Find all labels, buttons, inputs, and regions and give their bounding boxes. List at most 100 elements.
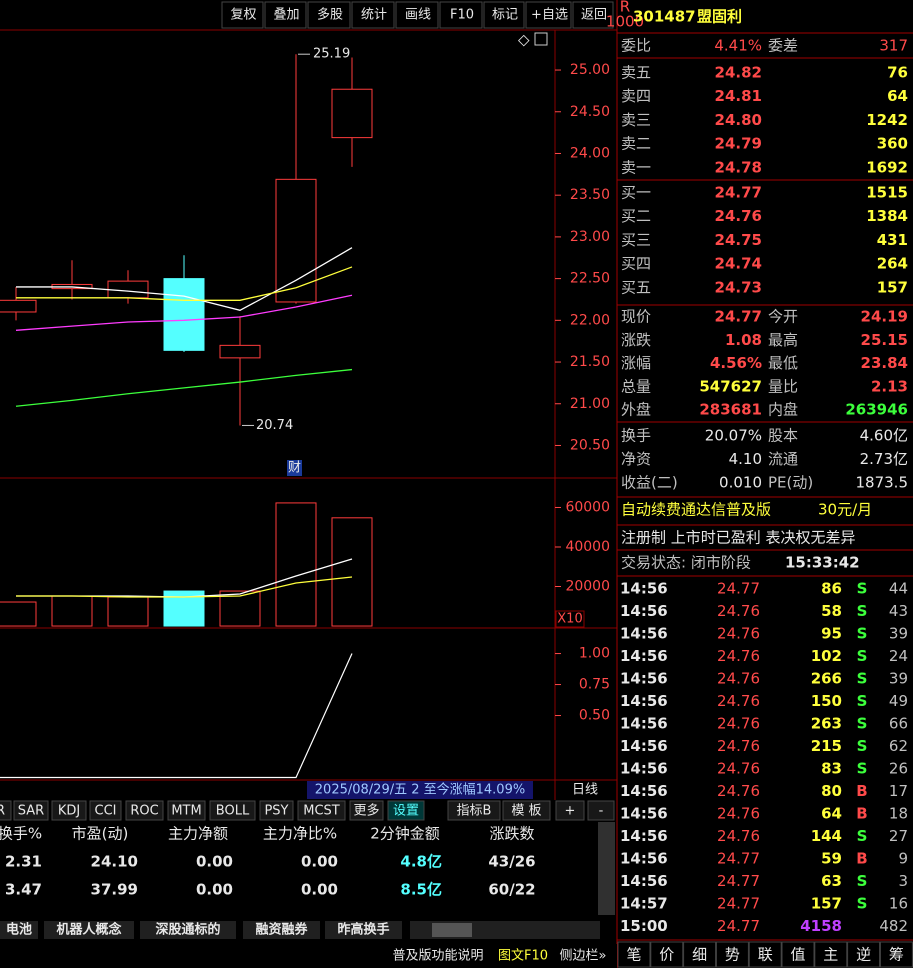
field-label: 最低 [768, 354, 798, 372]
toolbar-button[interactable] [572, 1, 614, 29]
ad-text[interactable]: 30元/月 [818, 501, 872, 519]
side-tab-label[interactable]: 价 [659, 946, 674, 964]
indicator-tab[interactable] [259, 800, 294, 821]
side-tab-label[interactable]: 笔 [626, 946, 641, 964]
indicator-tab[interactable] [0, 800, 12, 821]
tick-side: B [856, 850, 867, 868]
side-tab[interactable] [650, 941, 684, 968]
tick-side: S [857, 737, 868, 755]
toolbar-label[interactable]: 画线 [405, 8, 431, 23]
sector-tab[interactable] [0, 921, 38, 939]
toolbar-button[interactable] [351, 1, 395, 29]
indicator-tab[interactable] [125, 800, 164, 821]
indicator-tab[interactable] [51, 800, 87, 821]
side-tab[interactable] [814, 941, 848, 968]
table-header: 主力净比% [263, 825, 337, 843]
icon[interactable] [534, 32, 548, 46]
side-tab-label[interactable]: 主 [823, 946, 838, 964]
panel-tab[interactable] [502, 800, 551, 821]
scrollbar[interactable] [598, 822, 615, 915]
indicator-tab-label[interactable]: KDJ [58, 804, 80, 819]
indicator-tab[interactable] [297, 800, 346, 821]
side-tab[interactable] [748, 941, 782, 968]
footer-link[interactable]: 普及版功能说明 [392, 949, 483, 964]
toolbar-label[interactable]: 叠加 [273, 8, 299, 23]
sector-tab-label[interactable]: 深股通标的 [155, 922, 220, 938]
indicator-tab-label[interactable]: MCST [303, 804, 340, 819]
side-tab[interactable] [683, 941, 717, 968]
sector-tab-label[interactable]: 机器人概念 [56, 922, 121, 938]
side-tab-label[interactable]: 逆 [856, 946, 871, 964]
toolbar-button[interactable] [307, 1, 351, 29]
indicator-tab-label[interactable]: MTM [171, 804, 201, 819]
indicator-tab[interactable] [387, 800, 425, 821]
toolbar-label[interactable]: 标记 [492, 8, 518, 23]
indicator-tab-label[interactable]: PSY [264, 804, 288, 819]
sector-tab[interactable] [44, 921, 134, 939]
indicator-tab-label[interactable]: 设置 [393, 804, 419, 819]
panel-tab-label[interactable]: + [565, 804, 576, 819]
indicator-tab-label[interactable]: 更多 [353, 803, 379, 819]
indicator-tab[interactable] [13, 800, 49, 821]
table-cell: 0.00 [196, 853, 233, 871]
toolbar-button[interactable] [395, 1, 439, 29]
toolbar-label[interactable]: 统计 [361, 8, 387, 23]
sector-tab[interactable] [140, 921, 236, 939]
toolbar-label[interactable]: 多股 [317, 7, 343, 23]
period-label[interactable]: 日线 [572, 783, 598, 798]
order-volume: 76 [887, 64, 908, 82]
sector-tab[interactable] [243, 921, 320, 939]
scroll-thumb[interactable] [432, 923, 472, 937]
y-tick-label: 24.00 [570, 145, 610, 161]
annotation[interactable]: 财 [288, 461, 301, 476]
toolbar-button[interactable] [525, 1, 572, 29]
footer-link[interactable]: 图文F10 [498, 949, 548, 964]
indicator-tab[interactable] [89, 800, 122, 821]
side-tab[interactable] [617, 941, 651, 968]
footer-link[interactable]: 侧边栏» [560, 949, 607, 964]
tick-volume: 157 [811, 895, 842, 913]
indicator-tab-label[interactable]: SAR [18, 804, 44, 819]
toolbar-label[interactable]: 返回 [581, 8, 607, 23]
side-tab-label[interactable]: 势 [725, 946, 740, 964]
toolbar-button[interactable] [221, 1, 264, 29]
toolbar-label[interactable]: F10 [450, 8, 474, 23]
indicator-tab-label[interactable]: CCI [95, 804, 117, 819]
sector-tab-label[interactable]: 融资融券 [255, 922, 308, 938]
indicator-tab-label[interactable]: BOLL [216, 804, 250, 819]
panel-tab[interactable] [587, 800, 615, 821]
side-tab-label[interactable]: 筹 [889, 946, 904, 964]
panel-tab-label[interactable]: 指标B [457, 804, 492, 819]
side-tab[interactable] [879, 941, 913, 968]
toolbar-label[interactable]: 复权 [230, 7, 256, 23]
toolbar-button[interactable] [439, 1, 483, 29]
field-value: 317 [879, 37, 908, 55]
side-tab[interactable] [781, 941, 815, 968]
side-tab[interactable] [715, 941, 749, 968]
badge[interactable] [287, 460, 302, 476]
sector-tab[interactable] [325, 921, 402, 939]
panel-tab-label[interactable]: - [599, 804, 604, 819]
side-tab-label[interactable]: 联 [758, 946, 773, 964]
indicator-tab[interactable] [209, 800, 256, 821]
side-tab-label[interactable]: 细 [692, 946, 707, 964]
side-tab-label[interactable]: 值 [790, 946, 805, 964]
indicator-tab-label[interactable]: R [0, 804, 5, 819]
toolbar-button[interactable] [264, 1, 307, 29]
panel-tab[interactable] [555, 800, 585, 821]
indicator-tab[interactable] [349, 800, 384, 821]
tick-time: 14:56 [620, 625, 668, 643]
indicator-tab-label[interactable]: ROC [130, 804, 158, 819]
panel-tab[interactable] [447, 800, 501, 821]
icon[interactable]: ◇ [518, 31, 530, 49]
toolbar-button[interactable] [483, 1, 525, 29]
side-tab[interactable] [847, 941, 881, 968]
table-cell: 60/22 [488, 881, 535, 899]
sector-tab-label[interactable]: 昨高换手 [337, 922, 389, 938]
sector-tab-label[interactable]: 电池 [6, 922, 32, 938]
panel-tab-label[interactable]: 模 板 [511, 804, 541, 819]
ad-text[interactable]: 自动续费通达信普及版 [621, 501, 771, 519]
indicator-tab[interactable] [167, 800, 206, 821]
toolbar-label[interactable]: +自选 [531, 8, 568, 23]
table-cell: 4.8亿 [400, 853, 442, 871]
